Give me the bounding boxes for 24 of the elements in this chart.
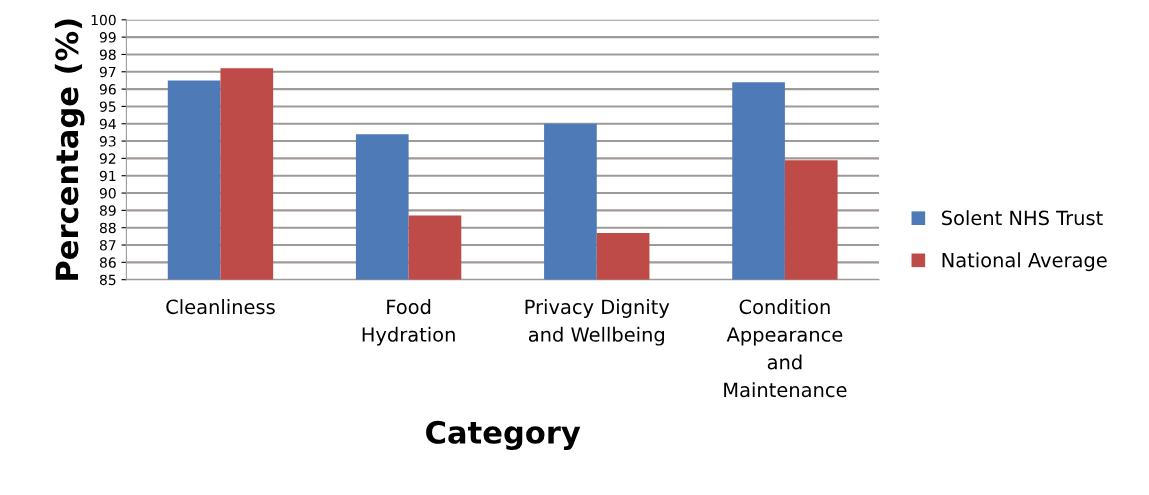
x-tick-label: Food Hydration bbox=[362, 299, 455, 346]
legend-label: Solent NHS Trust bbox=[941, 210, 1103, 226]
y-tick-label: 98 bbox=[99, 49, 116, 60]
x-tick-label: Cleanliness bbox=[166, 299, 275, 315]
y-tick-label: 85 bbox=[99, 274, 116, 286]
y-tick-label: 90 bbox=[99, 188, 116, 199]
y-tick-label: 91 bbox=[99, 170, 116, 182]
y-tick-label: 96 bbox=[99, 84, 116, 95]
x-axis-title: Category bbox=[426, 420, 581, 450]
y-tick-label: 93 bbox=[99, 136, 116, 147]
y-tick-label: 100 bbox=[91, 14, 116, 26]
y-tick-label: 95 bbox=[99, 101, 116, 112]
y-tick-label: 88 bbox=[99, 222, 116, 234]
y-tick-label: 87 bbox=[99, 239, 116, 251]
y-tick-label: 92 bbox=[99, 153, 116, 164]
x-tick-label: Privacy Dignity and Wellbeing bbox=[525, 299, 670, 346]
y-tick-label: 89 bbox=[99, 205, 116, 216]
y-tick-label: 99 bbox=[99, 32, 116, 43]
y-tick-label: 86 bbox=[99, 257, 116, 268]
y-tick-label: 94 bbox=[99, 118, 116, 130]
y-axis-title: Percentage (%) bbox=[54, 19, 85, 280]
legend-label: National Average bbox=[942, 252, 1107, 272]
x-tick-label: Condition Appearance and Maintenance bbox=[724, 299, 847, 398]
y-tick-label: 97 bbox=[99, 66, 116, 78]
